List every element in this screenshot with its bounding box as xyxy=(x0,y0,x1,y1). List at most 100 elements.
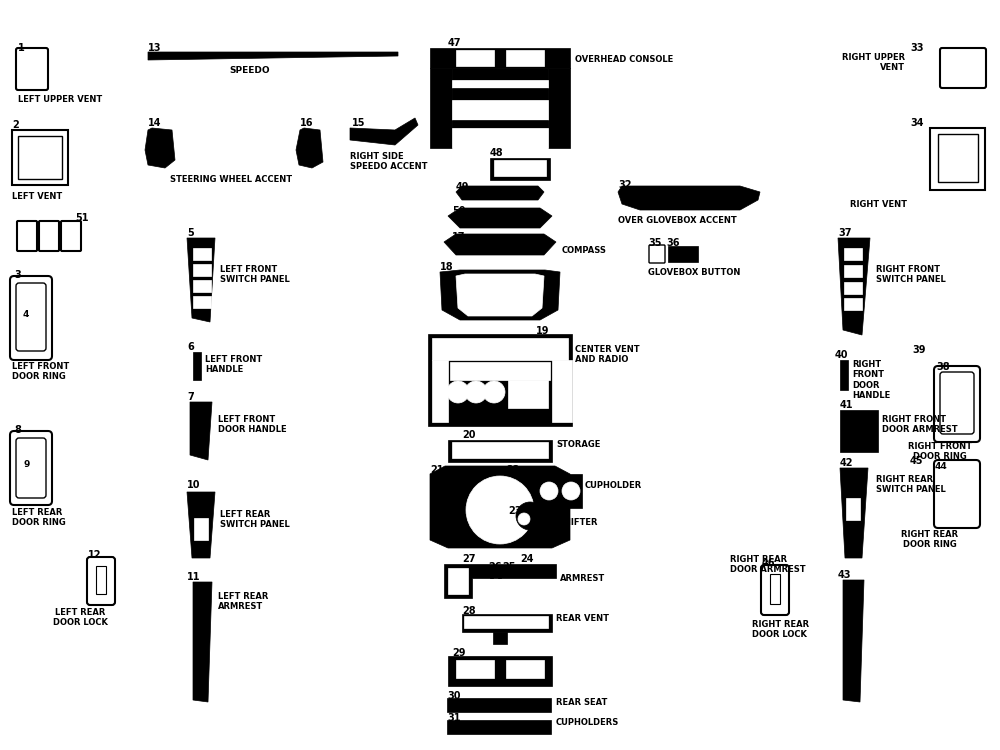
Bar xyxy=(452,120,548,128)
Bar xyxy=(506,50,544,66)
Text: SPEEDO: SPEEDO xyxy=(230,66,270,75)
Bar xyxy=(447,720,551,734)
Bar xyxy=(938,134,978,182)
Text: ARMREST: ARMREST xyxy=(560,574,605,583)
Polygon shape xyxy=(618,186,760,210)
Polygon shape xyxy=(187,492,215,558)
FancyBboxPatch shape xyxy=(16,48,48,90)
Text: 14: 14 xyxy=(148,118,162,128)
Text: 28: 28 xyxy=(462,606,476,616)
Bar xyxy=(193,352,201,380)
Text: RIGHT UPPER
VENT: RIGHT UPPER VENT xyxy=(842,53,905,73)
Bar xyxy=(193,296,211,308)
Text: COMPASS: COMPASS xyxy=(562,246,607,255)
Polygon shape xyxy=(444,234,556,255)
Circle shape xyxy=(447,381,469,403)
Text: 38: 38 xyxy=(936,362,950,372)
FancyBboxPatch shape xyxy=(17,221,37,251)
Text: 29: 29 xyxy=(452,648,466,658)
Text: 34: 34 xyxy=(910,118,924,128)
Circle shape xyxy=(483,381,505,403)
Bar xyxy=(452,128,548,148)
Text: 36: 36 xyxy=(666,238,680,248)
Text: LEFT FRONT
SWITCH PANEL: LEFT FRONT SWITCH PANEL xyxy=(220,265,290,284)
Text: 8: 8 xyxy=(14,425,21,435)
Polygon shape xyxy=(440,270,560,320)
Bar xyxy=(450,362,550,380)
Text: RIGHT REAR
SWITCH PANEL: RIGHT REAR SWITCH PANEL xyxy=(876,475,946,494)
Bar xyxy=(844,298,862,310)
Bar xyxy=(432,360,448,422)
Bar xyxy=(846,498,860,520)
Text: LEFT FRONT
HANDLE: LEFT FRONT HANDLE xyxy=(205,355,262,374)
Bar xyxy=(193,280,211,292)
Text: RIGHT REAR
DOOR LOCK: RIGHT REAR DOOR LOCK xyxy=(752,620,809,640)
Text: REAR VENT: REAR VENT xyxy=(556,614,609,623)
Text: 10: 10 xyxy=(187,480,200,490)
Text: 7: 7 xyxy=(187,392,194,402)
Bar xyxy=(490,566,493,578)
Bar xyxy=(448,440,552,462)
Text: CUPHOLDER: CUPHOLDER xyxy=(585,481,642,490)
Text: LEFT REAR
SWITCH PANEL: LEFT REAR SWITCH PANEL xyxy=(220,510,290,530)
Text: RIGHT FRONT
DOOR RING: RIGHT FRONT DOOR RING xyxy=(908,442,972,461)
Text: RIGHT
FRONT
DOOR
HANDLE: RIGHT FRONT DOOR HANDLE xyxy=(852,360,890,401)
Text: LEFT FRONT
DOOR RING: LEFT FRONT DOOR RING xyxy=(12,362,69,382)
Text: LEFT UPPER VENT: LEFT UPPER VENT xyxy=(18,95,102,104)
Bar xyxy=(447,698,551,712)
Bar xyxy=(452,80,548,88)
Polygon shape xyxy=(448,208,552,228)
Bar xyxy=(462,614,552,632)
Text: 19: 19 xyxy=(536,326,550,336)
Text: 33: 33 xyxy=(910,43,924,53)
Bar xyxy=(452,88,548,100)
Text: 9: 9 xyxy=(23,460,29,469)
Polygon shape xyxy=(350,118,418,145)
Bar xyxy=(844,265,862,277)
Text: 24: 24 xyxy=(520,554,534,564)
Bar xyxy=(96,566,106,594)
Text: STORAGE: STORAGE xyxy=(556,440,600,449)
Circle shape xyxy=(465,381,487,403)
Bar xyxy=(506,660,544,678)
Polygon shape xyxy=(193,582,212,702)
Bar xyxy=(498,566,501,578)
Bar xyxy=(452,100,548,120)
Text: 50: 50 xyxy=(452,206,466,216)
Text: 40: 40 xyxy=(835,350,848,360)
Bar xyxy=(430,68,452,148)
Circle shape xyxy=(540,482,558,500)
Text: 1: 1 xyxy=(18,43,25,53)
Bar xyxy=(448,568,468,594)
Text: RIGHT REAR
DOOR ARMREST: RIGHT REAR DOOR ARMREST xyxy=(730,555,806,574)
Polygon shape xyxy=(190,402,212,460)
Bar xyxy=(552,360,572,422)
Text: RIGHT REAR
DOOR RING: RIGHT REAR DOOR RING xyxy=(901,530,959,550)
Text: RIGHT FRONT
DOOR ARMREST: RIGHT FRONT DOOR ARMREST xyxy=(882,415,958,434)
Text: 32: 32 xyxy=(618,180,632,190)
Text: 21: 21 xyxy=(430,465,444,475)
FancyBboxPatch shape xyxy=(761,565,789,615)
Polygon shape xyxy=(838,238,870,335)
Bar xyxy=(432,338,568,360)
Text: RIGHT VENT: RIGHT VENT xyxy=(850,200,907,209)
Text: 26: 26 xyxy=(488,562,502,572)
Text: 11: 11 xyxy=(187,572,200,582)
FancyBboxPatch shape xyxy=(10,431,52,505)
Bar xyxy=(452,68,548,80)
Text: 23: 23 xyxy=(508,506,522,516)
Text: 46: 46 xyxy=(762,558,776,568)
Bar xyxy=(840,410,878,452)
FancyBboxPatch shape xyxy=(10,276,52,360)
Text: LEFT REAR
ARMREST: LEFT REAR ARMREST xyxy=(218,592,268,611)
Text: RIGHT FRONT
SWITCH PANEL: RIGHT FRONT SWITCH PANEL xyxy=(876,265,946,284)
Bar xyxy=(844,248,862,260)
Bar xyxy=(536,510,554,526)
Text: 5: 5 xyxy=(187,228,194,238)
Text: 43: 43 xyxy=(838,570,852,580)
Text: 16: 16 xyxy=(300,118,314,128)
Bar xyxy=(452,442,548,458)
Text: CENTER VENT
AND RADIO: CENTER VENT AND RADIO xyxy=(575,345,640,364)
Polygon shape xyxy=(430,466,570,548)
Text: 20: 20 xyxy=(462,430,476,440)
